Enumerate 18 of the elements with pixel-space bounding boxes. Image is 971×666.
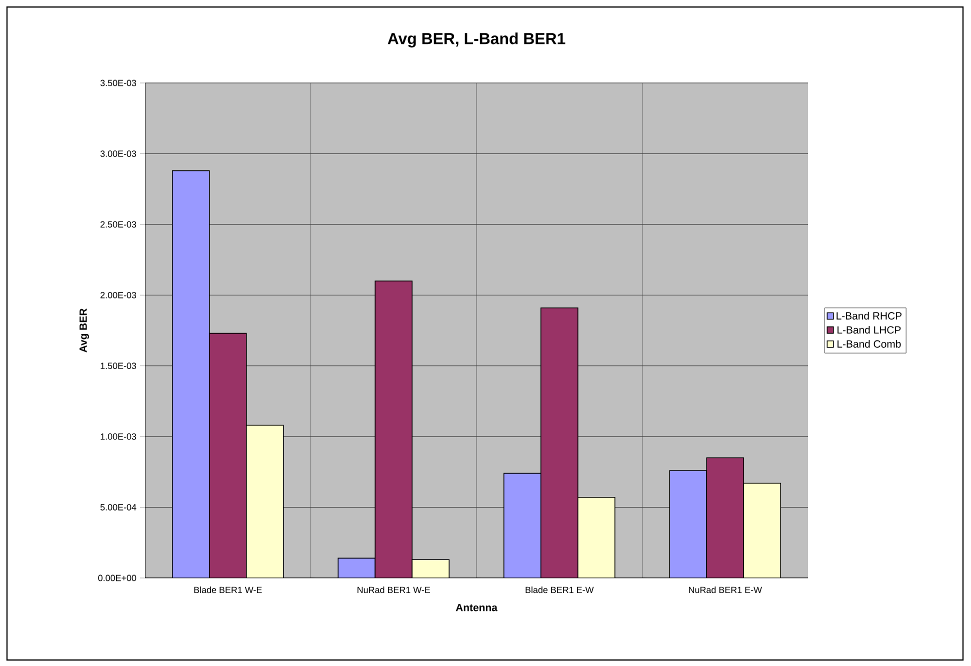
y-tick-label: 0.00E+00 — [98, 574, 136, 582]
y-tick-label: 3.00E-03 — [100, 150, 136, 157]
chart-title: Avg BER, L-Band BER1 — [388, 32, 566, 48]
y-tick-label: 3.50E-03 — [100, 80, 136, 86]
legend-label: L-Band RHCP — [836, 312, 902, 320]
y-tick-label: 2.50E-03 — [100, 221, 136, 228]
x-axis-title: Antenna — [456, 604, 498, 612]
legend-label: L-Band Comb — [838, 340, 901, 348]
y-tick-label: 5.00E-04 — [100, 504, 136, 510]
x-tick-label: NuRad BER1 W-E — [358, 586, 430, 594]
x-tick-label: Blade BER1 E-W — [526, 586, 594, 594]
y-axis-title: Avg BER — [80, 308, 90, 352]
legend-label: L-Band LHCP — [838, 326, 901, 334]
y-tick-label: 1.50E-03 — [100, 362, 136, 370]
x-tick-label: NuRad BER1 E-W — [688, 586, 762, 594]
y-tick-label: 2.00E-03 — [100, 292, 136, 298]
y-tick-label: 1.00E-03 — [100, 433, 136, 440]
x-tick-label: Blade BER1 W-E — [194, 586, 262, 594]
